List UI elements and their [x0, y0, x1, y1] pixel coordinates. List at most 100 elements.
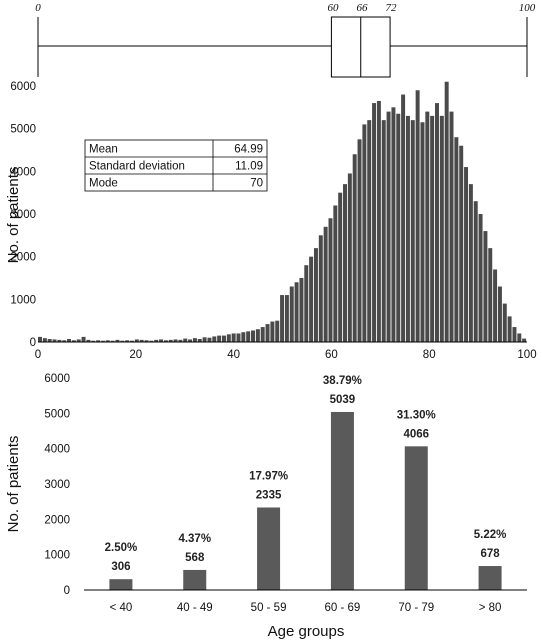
histogram-bar	[217, 335, 222, 342]
histogram-bar	[76, 339, 81, 342]
histogram-bar	[159, 339, 164, 342]
histogram-bar	[183, 338, 188, 342]
histogram-bar	[139, 339, 144, 342]
age-bar-value-label: 306	[111, 561, 130, 573]
age-bar-value-label: 568	[185, 552, 205, 564]
histogram-bar	[260, 327, 265, 342]
age-bar-value-label: 678	[480, 548, 500, 560]
histogram-bar	[517, 333, 522, 342]
histogram-bar	[323, 226, 328, 342]
histogram-bar	[425, 111, 430, 342]
histogram-bar	[483, 231, 488, 342]
histogram-bar	[110, 340, 115, 342]
histogram-bar	[125, 340, 130, 342]
histogram-bar	[197, 339, 202, 342]
histogram-bar	[522, 338, 527, 342]
histogram-y-axis-title: No. of patients	[5, 167, 22, 264]
histogram-bar	[129, 340, 134, 342]
histogram-bar	[444, 81, 449, 342]
histogram-bar	[294, 282, 299, 342]
age-chart-x-tick-label: < 40	[110, 602, 133, 614]
histogram-bar	[391, 107, 396, 342]
age-bar-percent-label: 38.79%	[323, 375, 362, 387]
histogram-bar	[168, 339, 173, 342]
stats-value: 70	[250, 178, 263, 190]
histogram-bar	[241, 332, 246, 342]
histogram-bar	[449, 111, 454, 342]
age-group-bar	[404, 446, 428, 590]
age-chart-y-tick-label: 3000	[44, 479, 70, 491]
histogram-bar	[289, 286, 294, 342]
histogram-bar	[304, 265, 309, 342]
histogram-x-tick-label: 100	[517, 349, 536, 361]
histogram-bar	[362, 124, 367, 343]
histogram-bar	[328, 218, 333, 342]
histogram-bar	[464, 167, 469, 342]
histogram-bar	[454, 137, 459, 342]
stats-table: Mean 64.99 Standard deviation 11.09 Mode 70	[84, 139, 268, 192]
stats-label: Mean	[89, 144, 118, 156]
histogram-bar	[299, 278, 304, 342]
histogram-bar	[459, 145, 464, 342]
histogram-x-tick-label: 60	[325, 349, 338, 361]
histogram-x-tick-label: 20	[129, 349, 142, 361]
histogram-bar	[42, 338, 47, 342]
histogram-y-tick-label: 3000	[10, 209, 36, 221]
histogram-y-tick-label: 5000	[10, 124, 36, 136]
histogram-bar	[488, 248, 493, 342]
histogram-bar	[357, 139, 362, 342]
stats-label: Mode	[89, 178, 118, 190]
histogram-bar	[231, 333, 236, 342]
histogram-x-tick-label: 40	[227, 349, 240, 361]
histogram-bar	[405, 115, 410, 343]
histogram-bar	[81, 336, 86, 342]
histogram-bar	[376, 100, 381, 343]
stats-table-frame	[84, 139, 268, 192]
age-chart-y-tick-label: 4000	[44, 444, 70, 456]
histogram-bar	[96, 340, 101, 342]
histogram-bar	[52, 339, 57, 342]
age-chart-y-tick-label: 6000	[44, 373, 70, 385]
age-group-bar	[478, 566, 502, 590]
stats-value: 11.09	[235, 161, 263, 173]
age-bar-percent-label: 5.22%	[474, 529, 507, 541]
histogram-bar	[144, 340, 149, 342]
histogram-bar	[62, 340, 67, 342]
histogram-y-tick-label: 2000	[10, 252, 36, 264]
histogram-bar	[91, 340, 96, 342]
histogram-bar	[236, 333, 241, 342]
histogram-bar	[154, 339, 159, 342]
age-bar-percent-label: 17.97%	[249, 470, 288, 482]
histogram-bar	[478, 214, 483, 342]
age-chart-x-tick-label: 40 - 49	[177, 602, 213, 614]
histogram-bar	[318, 235, 323, 342]
histogram-bar	[468, 184, 473, 342]
histogram-bar	[352, 154, 357, 342]
histogram-bar	[410, 120, 415, 342]
histogram-bar	[251, 330, 255, 342]
age-group-bar	[183, 569, 207, 590]
histogram-y-tick-label: 4000	[10, 166, 36, 178]
histogram-bar	[493, 269, 498, 342]
histogram-bar	[202, 337, 207, 342]
histogram-bar	[163, 340, 168, 342]
age-chart-y-tick-label: 1000	[44, 550, 70, 562]
histogram-bar	[372, 103, 377, 342]
histogram-bar	[435, 103, 439, 342]
histogram-bar	[275, 320, 280, 342]
age-bar-percent-label: 2.50%	[105, 542, 138, 554]
age-chart-x-tick-label: 70 - 79	[398, 602, 434, 614]
histogram-bar	[309, 256, 314, 342]
histogram-bar	[134, 339, 139, 342]
histogram-bar	[192, 338, 197, 342]
histogram-x-tick-label: 0	[35, 349, 41, 361]
histogram-bar	[255, 329, 260, 342]
histogram-bar	[401, 94, 406, 342]
histogram-bar	[381, 120, 386, 342]
histogram-bar	[207, 337, 212, 342]
histogram-bar	[265, 324, 270, 342]
histogram-bar	[284, 295, 289, 342]
histogram-bar	[280, 295, 285, 342]
stats-label: Standard deviation	[89, 161, 185, 173]
